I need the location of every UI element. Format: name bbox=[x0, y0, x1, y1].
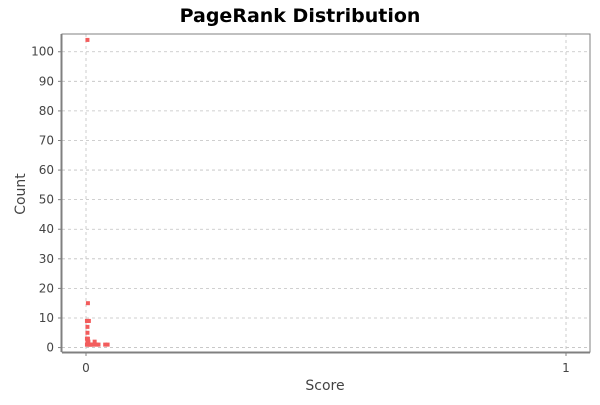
x-tick-label: 0 bbox=[82, 361, 90, 375]
data-point bbox=[91, 342, 96, 347]
y-tick-label: 70 bbox=[39, 133, 54, 147]
data-point bbox=[85, 37, 90, 42]
data-point bbox=[85, 324, 90, 329]
data-point bbox=[105, 342, 110, 347]
grid bbox=[62, 34, 590, 352]
data-point bbox=[92, 339, 97, 344]
x-tick-label: 1 bbox=[562, 361, 570, 375]
y-tick-label: 100 bbox=[31, 45, 54, 59]
y-tick-label: 10 bbox=[39, 311, 54, 325]
y-tick-label: 0 bbox=[46, 341, 54, 355]
y-tick-label: 20 bbox=[39, 281, 54, 295]
y-tick-label: 40 bbox=[39, 222, 54, 236]
y-tick-label: 60 bbox=[39, 163, 54, 177]
data-point bbox=[86, 339, 91, 344]
data-point bbox=[86, 318, 91, 323]
data-point bbox=[85, 301, 90, 306]
y-tick-label: 50 bbox=[39, 193, 54, 207]
data-point bbox=[103, 342, 108, 347]
y-tick-label: 90 bbox=[39, 74, 54, 88]
data-point bbox=[96, 342, 101, 347]
y-tick-label: 30 bbox=[39, 252, 54, 266]
data-point bbox=[85, 336, 90, 341]
y-tick-label: 80 bbox=[39, 104, 54, 118]
data-points bbox=[84, 37, 110, 347]
data-point bbox=[85, 330, 90, 335]
x-axis-label: Score bbox=[305, 378, 344, 394]
y-axis-label: Count bbox=[13, 173, 29, 215]
plot-area bbox=[61, 33, 591, 353]
chart-title: PageRank Distribution bbox=[180, 5, 421, 27]
axes: 0 10 20 30 40 50 60 70 80 90 100 0 1 bbox=[31, 34, 590, 375]
